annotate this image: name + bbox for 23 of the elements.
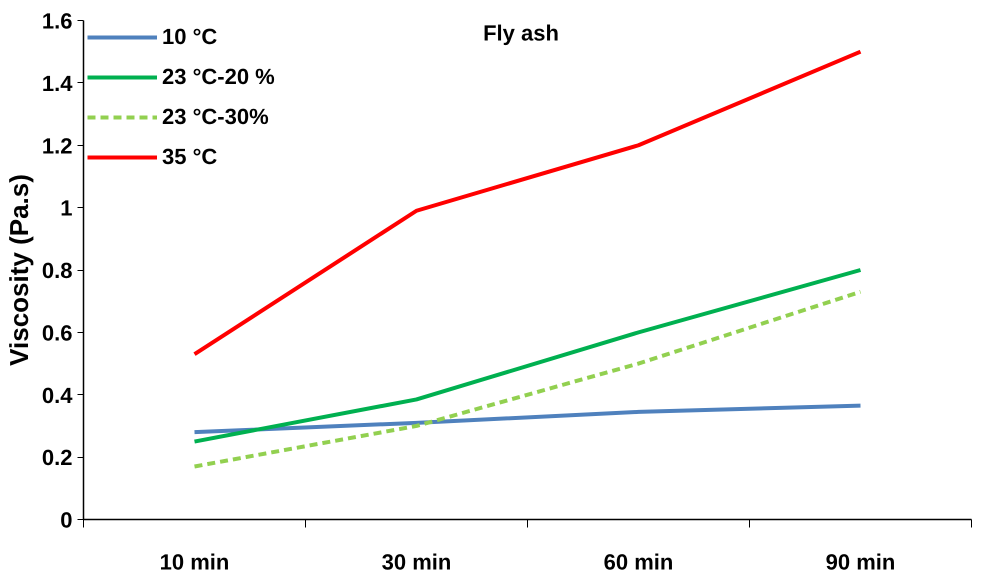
y-tick-label: 1.2 <box>42 133 73 158</box>
legend-label: 35 °C <box>162 144 218 170</box>
y-tick-label: 1 <box>60 196 73 221</box>
line-series <box>192 404 862 434</box>
y-axis-title: Viscosity (Pa.s) <box>4 174 34 366</box>
x-tick-label: 90 min <box>826 550 896 574</box>
legend-label: 10 °C <box>162 24 218 50</box>
x-tick-label: 60 min <box>604 550 674 574</box>
y-tick-label: 1.4 <box>42 70 74 96</box>
line-series <box>192 50 862 356</box>
annotation: Fly ash <box>483 20 559 46</box>
y-tick-label: 0.6 <box>42 320 73 346</box>
y-tick-label: 0.2 <box>42 445 73 470</box>
x-tick-label: 10 min <box>160 550 230 574</box>
y-tick-label: 0.4 <box>42 382 74 408</box>
y-tick-label: 0.8 <box>42 258 73 283</box>
line-series <box>192 290 862 468</box>
y-tick-label: 0 <box>60 508 73 532</box>
legend-label: 23 °C-20 % <box>162 64 275 90</box>
x-tick-label: 30 min <box>382 550 452 574</box>
y-tick-label: 1.6 <box>42 8 73 34</box>
line-series <box>192 268 862 444</box>
legend-label: 23 °C-30% <box>162 104 269 130</box>
